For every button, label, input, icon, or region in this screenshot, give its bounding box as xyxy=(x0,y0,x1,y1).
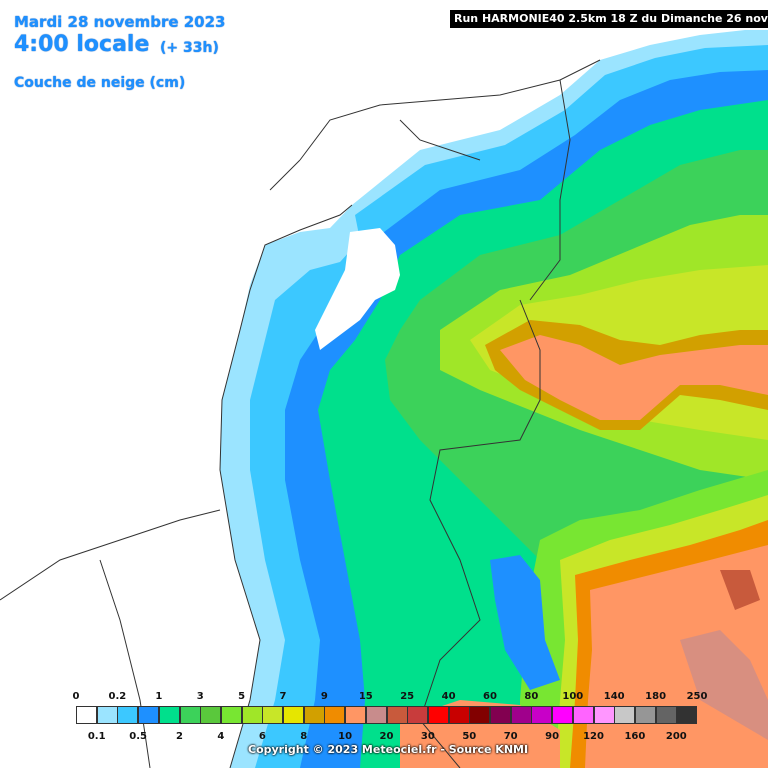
legend-swatch xyxy=(593,706,615,724)
legend-swatch xyxy=(614,706,636,724)
legend-label-top: 0 xyxy=(72,691,80,702)
legend-label-top: 250 xyxy=(686,691,708,702)
legend-swatch xyxy=(241,706,263,724)
variable-name: Couche de neige (cm) xyxy=(14,75,186,91)
legend-label-bottom: 8 xyxy=(300,731,308,742)
legend-label-bottom: 160 xyxy=(624,731,646,742)
legend-label-top: 15 xyxy=(358,691,373,702)
legend-swatch xyxy=(469,706,491,724)
legend-label-top: 3 xyxy=(196,691,204,702)
legend-swatch xyxy=(117,706,139,724)
forecast-time: 4:00 locale xyxy=(14,32,150,57)
snow-zone-grey-se xyxy=(680,630,768,740)
lake xyxy=(315,228,400,350)
legend-swatch xyxy=(303,706,325,724)
legend-swatch xyxy=(572,706,594,724)
color-legend: 0 0.2 1 3 5 7 9 15 25 40 60 80 100 140 180 250 0.1 0.5 2 4 6… xyxy=(0,686,768,768)
legend-label-bottom: 6 xyxy=(258,731,266,742)
legend-label-top: 100 xyxy=(562,691,584,702)
legend-label-bottom: 2 xyxy=(176,731,183,742)
forecast-date: Mardi 28 novembre 2023 xyxy=(14,13,226,31)
legend-swatch xyxy=(283,706,304,724)
legend-swatch xyxy=(427,706,449,724)
legend-label-top: 5 xyxy=(238,691,246,702)
legend-label-top: 0.2 xyxy=(108,691,127,702)
legend-label-bottom: 120 xyxy=(583,731,604,742)
legend-label-top: 1 xyxy=(155,691,163,702)
snow-zone-blue-south xyxy=(490,555,560,690)
legend-label-top: 40 xyxy=(441,691,456,702)
legend-label-bottom: 90 xyxy=(545,731,560,742)
legend-swatch xyxy=(262,706,284,724)
legend-swatch xyxy=(158,706,180,724)
legend-label-top: 9 xyxy=(320,691,328,702)
legend-label-bottom: 10 xyxy=(338,731,353,742)
legend-swatch xyxy=(365,706,387,724)
legend-swatch xyxy=(138,706,160,724)
legend-swatch xyxy=(407,706,429,724)
legend-label-top: 7 xyxy=(279,691,287,702)
legend-label-top: 80 xyxy=(524,691,539,702)
legend-label-bottom: 50 xyxy=(462,731,477,742)
legend-swatch xyxy=(655,706,677,724)
legend-swatch xyxy=(200,706,222,724)
legend-label-bottom: 0.5 xyxy=(129,731,147,742)
model-run-banner: Run HARMONIE40 2.5km 18 Z du Dimanche 26… xyxy=(450,10,768,28)
snow-zone-salmon-north xyxy=(500,335,768,420)
legend-label-top: 60 xyxy=(483,691,497,702)
snow-zone-brown-se xyxy=(720,570,760,610)
legend-label-bottom: 200 xyxy=(665,731,687,742)
legend-label-top: 25 xyxy=(400,691,415,702)
legend-swatch xyxy=(324,706,346,724)
legend-label-top: 140 xyxy=(603,691,625,702)
legend-label-bottom: 70 xyxy=(503,731,518,742)
legend-swatch xyxy=(634,706,656,724)
legend-swatch xyxy=(345,706,367,724)
legend-label-bottom: 20 xyxy=(379,731,394,742)
legend-swatch xyxy=(179,706,201,724)
legend-swatch xyxy=(531,706,553,724)
legend-label-bottom: 4 xyxy=(217,731,225,742)
copyright: Copyright © 2023 Meteociel.fr - Source K… xyxy=(248,743,529,756)
legend-label-bottom: 30 xyxy=(420,731,435,742)
legend-label-top: 180 xyxy=(645,691,667,702)
legend-swatch xyxy=(510,706,532,724)
legend-swatch xyxy=(676,706,698,724)
legend-swatch xyxy=(220,706,242,724)
legend-swatch xyxy=(490,706,511,724)
forecast-lead-time: (+ 33h) xyxy=(160,40,219,56)
legend-label-bottom: 0.1 xyxy=(87,731,106,742)
legend-swatch xyxy=(76,706,97,724)
legend-swatch xyxy=(448,706,470,724)
legend-swatch xyxy=(386,706,408,724)
legend-swatch xyxy=(552,706,574,724)
legend-swatch xyxy=(96,706,118,724)
